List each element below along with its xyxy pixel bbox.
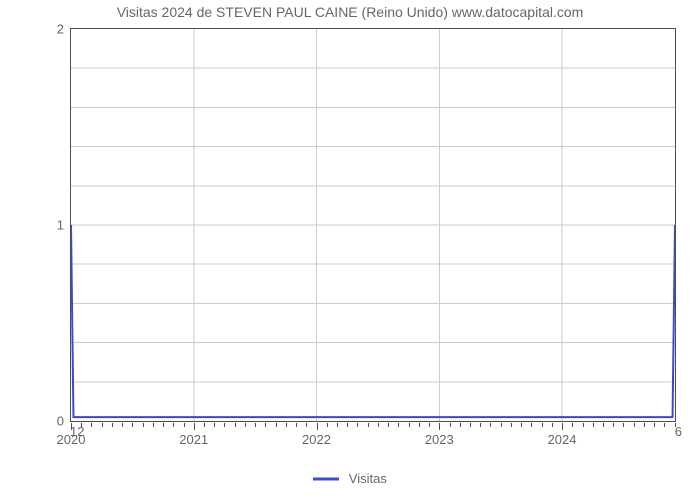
x-minor-tick <box>91 423 92 427</box>
x-minor-tick <box>132 423 133 427</box>
x-minor-tick <box>265 423 266 427</box>
legend-label: Visitas <box>349 471 387 486</box>
x-tick-label: 2021 <box>174 432 214 447</box>
x-minor-tick <box>153 423 154 427</box>
x-minor-tick <box>450 423 451 427</box>
legend-swatch <box>313 471 339 486</box>
x-minor-tick <box>255 423 256 427</box>
x-minor-tick <box>317 423 318 430</box>
x-minor-tick <box>184 423 185 427</box>
x-minor-tick <box>378 423 379 427</box>
x-minor-tick <box>214 423 215 427</box>
x-minor-tick <box>460 423 461 427</box>
series-line <box>71 225 675 417</box>
x-minor-tick <box>480 423 481 427</box>
x-minor-tick <box>337 423 338 427</box>
x-minor-tick <box>623 423 624 427</box>
x-minor-tick <box>429 423 430 427</box>
y-tick-label: 0 <box>34 414 64 429</box>
x-minor-tick <box>603 423 604 427</box>
corner-label-bl: 12 <box>70 424 84 439</box>
x-minor-tick <box>552 423 553 427</box>
y-tick-label: 1 <box>34 218 64 233</box>
x-minor-tick <box>439 423 440 430</box>
corner-label-br: 6 <box>675 424 682 439</box>
x-minor-tick <box>327 423 328 427</box>
x-minor-tick <box>143 423 144 427</box>
x-minor-tick <box>490 423 491 427</box>
x-minor-tick <box>593 423 594 427</box>
x-minor-tick <box>583 423 584 427</box>
y-tick-label: 2 <box>34 22 64 37</box>
x-minor-tick <box>521 423 522 427</box>
legend: Visitas <box>0 470 700 486</box>
x-minor-tick <box>664 423 665 427</box>
x-minor-tick <box>224 423 225 427</box>
x-minor-tick <box>562 423 563 430</box>
x-minor-tick <box>235 423 236 427</box>
x-minor-tick <box>511 423 512 427</box>
plot-svg <box>71 29 675 421</box>
x-minor-tick <box>501 423 502 427</box>
x-minor-tick <box>245 423 246 427</box>
x-tick-label: 2024 <box>542 432 582 447</box>
grid <box>71 29 675 421</box>
x-minor-tick <box>194 423 195 430</box>
x-minor-tick <box>173 423 174 427</box>
x-tick-label: 2022 <box>297 432 337 447</box>
x-minor-tick <box>398 423 399 427</box>
x-tick-label: 2023 <box>419 432 459 447</box>
x-minor-tick <box>276 423 277 427</box>
plot-area <box>70 28 676 422</box>
x-minor-tick <box>368 423 369 427</box>
x-minor-tick <box>409 423 410 427</box>
x-minor-tick <box>644 423 645 427</box>
x-minor-tick <box>654 423 655 427</box>
x-minor-tick <box>542 423 543 427</box>
x-minor-tick <box>634 423 635 427</box>
x-minor-tick <box>347 423 348 427</box>
x-minor-tick <box>286 423 287 427</box>
x-minor-tick <box>613 423 614 427</box>
x-minor-tick <box>112 423 113 427</box>
x-minor-tick <box>306 423 307 427</box>
x-minor-tick <box>296 423 297 427</box>
x-minor-tick <box>102 423 103 427</box>
x-minor-tick <box>122 423 123 427</box>
x-minor-tick <box>419 423 420 427</box>
x-minor-tick <box>357 423 358 427</box>
x-minor-tick <box>388 423 389 427</box>
x-minor-tick <box>572 423 573 427</box>
x-minor-tick <box>163 423 164 427</box>
x-minor-tick <box>470 423 471 427</box>
chart-container: Visitas 2024 de STEVEN PAUL CAINE (Reino… <box>0 0 700 500</box>
x-minor-tick <box>204 423 205 427</box>
chart-title: Visitas 2024 de STEVEN PAUL CAINE (Reino… <box>0 4 700 20</box>
x-minor-tick <box>531 423 532 427</box>
